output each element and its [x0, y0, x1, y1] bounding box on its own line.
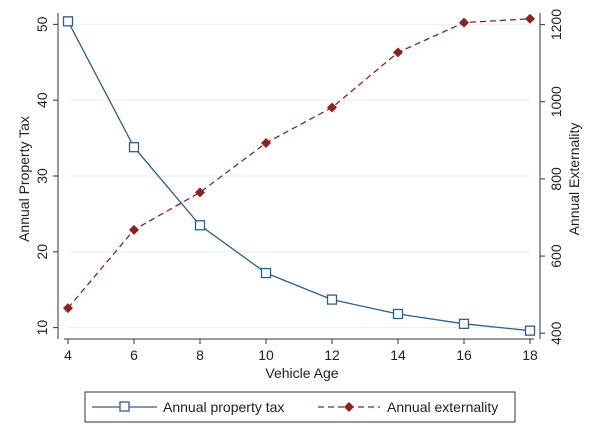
axes: 4 6 8 10 12 14 16 18 10 20 30 40 50 400 600 800 1000 1200 [34, 9, 564, 363]
y-left-tick-label: 30 [34, 168, 50, 184]
x-tick-label: 16 [456, 347, 472, 363]
legend-marker-property-tax [119, 401, 130, 412]
y-left-tick-label: 10 [34, 320, 50, 336]
y-right-tick-label: 400 [548, 321, 564, 345]
data-point-annual-property-tax [128, 142, 140, 153]
data-point-annual-property-tax [326, 294, 338, 305]
y-left-tick-label: 40 [34, 92, 50, 108]
data-point-annual-property-tax [260, 267, 272, 279]
data-point-annual-property-tax [62, 16, 74, 27]
data-point-annual-externality [525, 13, 535, 24]
data-point-annual-externality [327, 102, 337, 113]
y-right-axis-title: Annual Externality [566, 123, 582, 236]
legend-label-property-tax: Annual property tax [163, 399, 284, 415]
y-right-tick-label: 800 [548, 167, 564, 191]
x-tick-label: 10 [258, 347, 274, 363]
series-line-annual-externality [67, 18, 531, 309]
gridlines [68, 23, 530, 329]
data-point-annual-property-tax [194, 220, 206, 231]
data-point-annual-externality [195, 187, 205, 198]
data-point-annual-externality [459, 17, 469, 28]
x-tick-label: 6 [130, 347, 138, 363]
data-point-annual-externality [63, 303, 73, 314]
x-tick-label: 18 [522, 347, 538, 363]
legend-label-externality: Annual externality [387, 399, 498, 415]
x-tick-label: 8 [196, 347, 204, 363]
x-tick-label: 12 [324, 347, 340, 363]
y-left-tick-label: 20 [34, 244, 50, 260]
data-point-annual-externality [261, 138, 271, 149]
data-point-annual-property-tax [458, 318, 470, 329]
y-right-tick-label: 600 [548, 244, 564, 268]
y-left-tick-label: 50 [34, 16, 50, 32]
y-right-tick-label: 1200 [548, 9, 564, 40]
x-axis-title: Vehicle Age [265, 365, 338, 381]
y-left-axis-title: Annual Property Tax [16, 116, 32, 242]
data-point-annual-property-tax [524, 325, 536, 336]
y-right-tick-label: 1000 [548, 86, 564, 117]
series-layer [62, 13, 536, 336]
x-tick-label: 14 [390, 347, 406, 363]
data-point-annual-property-tax [392, 308, 404, 320]
legend: Annual property tax Annual externality [84, 391, 516, 423]
legend-marker-externality [344, 402, 354, 412]
data-point-annual-externality [393, 47, 403, 58]
x-tick-label: 4 [64, 347, 72, 363]
series-line-annual-property-tax [67, 20, 531, 332]
data-point-annual-externality [129, 224, 139, 235]
